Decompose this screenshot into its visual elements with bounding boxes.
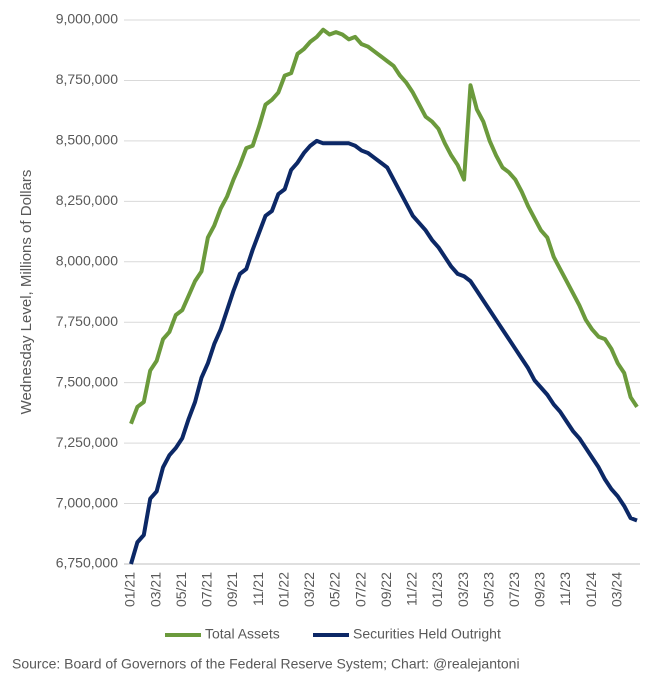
x-tick-label: 11/23 xyxy=(557,572,573,606)
legend-label: Total Assets xyxy=(205,626,280,642)
y-tick-label: 6,750,000 xyxy=(56,555,118,571)
x-tick-label: 09/23 xyxy=(532,572,548,607)
x-tick-label: 03/21 xyxy=(147,572,163,607)
y-axis-title: Wednesday Level, Millions of Dollars xyxy=(18,170,35,415)
y-tick-label: 8,750,000 xyxy=(56,71,118,87)
x-tick-label: 01/23 xyxy=(429,572,445,607)
x-tick-label: 01/21 xyxy=(122,572,138,607)
legend-label: Securities Held Outright xyxy=(353,626,501,642)
x-tick-label: 07/21 xyxy=(199,572,215,607)
series-line xyxy=(129,27,639,425)
x-tick-label: 05/21 xyxy=(173,572,189,607)
y-tick-label: 7,250,000 xyxy=(56,434,118,450)
x-tick-label: 11/22 xyxy=(404,572,420,606)
x-tick-label: 03/23 xyxy=(455,572,471,607)
x-tick-label: 11/21 xyxy=(250,572,266,606)
y-tick-label: 8,000,000 xyxy=(56,252,118,268)
x-tick-label: 09/21 xyxy=(224,572,240,607)
y-tick-label: 7,750,000 xyxy=(56,313,118,329)
y-tick-label: 8,250,000 xyxy=(56,192,118,208)
x-tick-label: 05/23 xyxy=(480,572,496,607)
x-tick-label: 07/22 xyxy=(352,572,368,607)
y-tick-label: 8,500,000 xyxy=(56,132,118,148)
series-line xyxy=(129,138,638,565)
y-tick-label: 9,000,000 xyxy=(56,11,118,27)
x-tick-label: 03/22 xyxy=(301,572,317,607)
y-tick-label: 7,000,000 xyxy=(56,494,118,510)
x-tick-label: 01/24 xyxy=(583,572,599,607)
x-tick-label: 09/22 xyxy=(378,572,394,607)
x-tick-label: 07/23 xyxy=(506,572,522,607)
source: Source: Board of Governors of the Federa… xyxy=(12,656,520,672)
x-tick-label: 03/24 xyxy=(608,572,624,607)
x-tick-label: 05/22 xyxy=(327,572,343,607)
y-tick-label: 7,500,000 xyxy=(56,373,118,389)
x-tick-label: 01/22 xyxy=(275,572,291,607)
